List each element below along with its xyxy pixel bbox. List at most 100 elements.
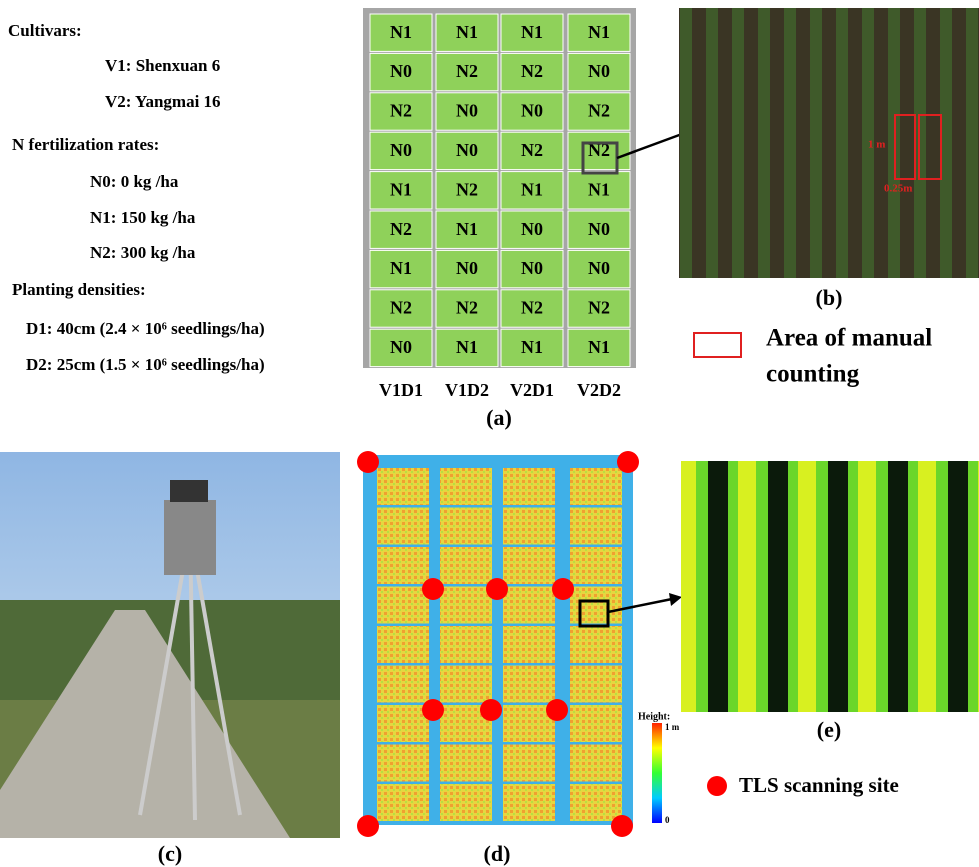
panel-label: (a) [486,405,512,430]
cell-label: N2 [521,140,543,160]
legend-item: V1: Shenxuan 6 [105,56,220,75]
cell-label: N1 [588,22,610,42]
scan-site [422,578,444,600]
dimension-label: 1 m [868,139,885,151]
cell-label: N0 [588,258,610,278]
cell-label: N0 [521,219,543,239]
plot-cloud [440,784,492,821]
scan-site [552,578,574,600]
cell-label: N2 [588,298,610,318]
plot-cloud [570,547,622,584]
plot-cloud [377,508,429,545]
plot-cloud [570,784,622,821]
plot-cloud [503,508,555,545]
cell-label: N1 [390,179,412,199]
column-label: V1D1 [379,380,423,400]
plot-cloud [377,745,429,782]
cell-label: N0 [456,140,478,160]
cell-label: N1 [456,22,478,42]
cell-label: N1 [390,22,412,42]
cell-label: N0 [390,140,412,160]
legend-item: N2: 300 kg /ha [90,243,196,262]
panel-label: (e) [817,717,841,742]
plot-cloud [440,508,492,545]
plot-cloud [377,705,429,742]
cell-label: N0 [456,258,478,278]
scan-site [611,815,633,837]
panel-label: (d) [484,841,511,866]
photo-c [0,452,340,838]
legend-label: TLS scanning site [739,773,899,797]
plot-cloud [440,666,492,703]
legend-item: D1: 40cm (2.4 × 10⁶ seedlings/ha) [26,319,265,338]
plot-cloud [570,508,622,545]
plot-cloud [440,468,492,505]
plot-cloud [377,468,429,505]
plot-cloud [503,468,555,505]
plot-cloud [503,745,555,782]
colorbar [652,723,662,823]
cell-label: N1 [521,179,543,199]
cell-label: N2 [588,101,610,121]
legend-title: Cultivars: [8,21,82,40]
plot-cloud [503,587,555,624]
column-label: V2D2 [577,380,621,400]
plot-cloud [440,745,492,782]
plot-cloud [570,705,622,742]
cell-label: N2 [456,179,478,199]
plot-cloud [570,745,622,782]
legend-item: D2: 25cm (1.5 × 10⁶ seedlings/ha) [26,355,265,374]
scan-site [486,578,508,600]
plot-cloud [377,784,429,821]
plot-cloud [570,626,622,663]
cell-label: N0 [456,101,478,121]
cell-label: N2 [456,61,478,81]
figure: Cultivars: V1: Shenxuan 6 V2: Yangmai 16… [0,0,979,867]
treatment-legend: Cultivars: V1: Shenxuan 6 V2: Yangmai 16… [8,21,265,374]
cell-label: N2 [521,298,543,318]
plot-cloud [570,666,622,703]
legend-title: Planting densities: [12,280,146,299]
legend-item: N1: 150 kg /ha [90,208,196,227]
plot-cloud [503,626,555,663]
cell-label: N1 [521,22,543,42]
scan-site [546,699,568,721]
cell-label: N0 [588,61,610,81]
cell-label: N0 [588,219,610,239]
scan-site [357,815,379,837]
scan-site [617,451,639,473]
colorbar-label: 1 m [665,722,680,732]
cell-label: N1 [456,337,478,357]
colorbar-title: Height: [638,711,670,722]
column-label: V2D1 [510,380,554,400]
plot-cloud [440,587,492,624]
plot-cloud [440,626,492,663]
cell-label: N1 [588,179,610,199]
scan-site [422,699,444,721]
plot-cloud [503,547,555,584]
plot-cloud [570,587,622,624]
plot-cloud [570,468,622,505]
plot-cloud [377,547,429,584]
photo-e [681,461,979,712]
column-label: V1D2 [445,380,489,400]
panel-label: (b) [816,285,843,310]
scan-site [480,699,502,721]
plot-cloud [377,626,429,663]
colorbar-label: 0 [665,815,670,825]
plot-cloud [377,587,429,624]
plot-cloud [503,784,555,821]
cell-label: N2 [456,298,478,318]
legend-item: V2: Yangmai 16 [105,92,221,111]
photo-b [679,8,979,278]
cell-label: N0 [390,337,412,357]
cell-label: N0 [390,61,412,81]
point-cloud [363,455,633,825]
legend-dot [707,776,727,796]
cell-label: N0 [521,101,543,121]
arrow-head [669,593,682,606]
plot-cloud [503,666,555,703]
legend-label: counting [766,361,860,388]
cell-label: N1 [521,337,543,357]
cell-label: N2 [390,101,412,121]
